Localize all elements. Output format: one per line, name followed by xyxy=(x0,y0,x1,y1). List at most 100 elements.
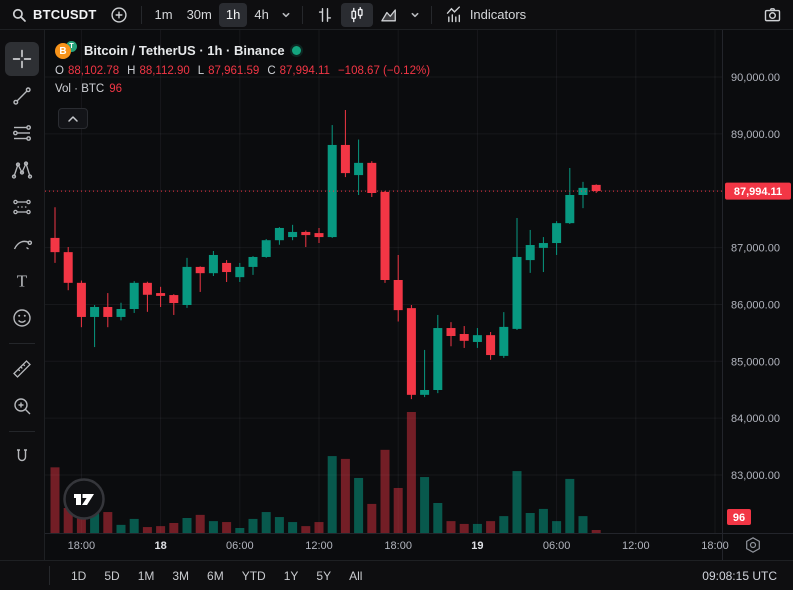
candle-body xyxy=(116,308,126,317)
snapshot-button[interactable] xyxy=(756,3,789,27)
interval-4h-button[interactable]: 4h xyxy=(247,3,275,27)
candle-body xyxy=(222,262,232,273)
interval-1m-button[interactable]: 1m xyxy=(148,3,180,27)
current-price-badge-label: 87,994.11 xyxy=(734,186,782,198)
interval-1h-button[interactable]: 1h xyxy=(218,2,248,27)
symbol-label: BTCUSDT xyxy=(33,7,97,22)
candle-body xyxy=(552,223,562,244)
chart-type-dropdown-button[interactable] xyxy=(405,3,425,27)
time-tick-label: 18 xyxy=(154,540,166,552)
chart-type-candles-button[interactable] xyxy=(340,2,373,27)
search-icon xyxy=(10,6,28,24)
volume-bar xyxy=(499,516,509,533)
tool-xabcd-pattern[interactable] xyxy=(5,153,39,187)
time-tick-label: 19 xyxy=(471,540,483,552)
candle-body xyxy=(195,266,205,274)
tool-projection[interactable] xyxy=(5,190,39,224)
volume-bar xyxy=(340,458,350,533)
tool-fib-retracement[interactable] xyxy=(5,116,39,150)
volume-bar xyxy=(222,522,232,533)
volume-bar xyxy=(565,478,575,533)
volume-badge-label: 96 xyxy=(733,512,745,524)
volume-bar xyxy=(459,523,469,533)
xabcd-pattern-icon xyxy=(11,161,33,179)
timezone-clock-button[interactable]: 09:08:15 UTC xyxy=(696,568,783,584)
range-all-button[interactable]: All xyxy=(340,565,371,587)
toolbar-divider xyxy=(9,431,35,432)
tool-emoji[interactable] xyxy=(5,301,39,335)
range-1m-button[interactable]: 1M xyxy=(129,565,164,587)
price-tick-label: 86,000.00 xyxy=(731,299,780,311)
candle-body xyxy=(261,240,271,257)
legend-symbol-title[interactable]: Bitcoin / TetherUS · 1h · Binance xyxy=(84,42,285,58)
range-1y-button[interactable]: 1Y xyxy=(275,565,308,587)
time-tick-label: 18:00 xyxy=(68,540,96,552)
axis-settings-button[interactable] xyxy=(744,536,764,556)
tool-crosshair[interactable] xyxy=(5,42,39,76)
candle-body xyxy=(512,256,522,329)
price-tick-label: 85,000.00 xyxy=(731,356,780,368)
candle-body xyxy=(459,334,469,341)
chart-type-bars-button[interactable] xyxy=(309,3,341,27)
chevron-up-icon xyxy=(68,115,78,122)
low-label: L xyxy=(197,65,205,77)
toolbar-divider xyxy=(9,343,35,344)
tool-brush[interactable] xyxy=(5,227,39,261)
market-status-icon xyxy=(291,45,301,55)
range-3m-button[interactable]: 3M xyxy=(163,565,198,587)
interval-30m-button[interactable]: 30m xyxy=(180,3,219,27)
candle-body xyxy=(248,256,258,267)
tool-measure[interactable] xyxy=(5,352,39,386)
chart-type-area-button[interactable] xyxy=(373,3,405,27)
chart-canvas[interactable]: 90,000.00 89,000.00 87,000.00 86,000.00 85,0… xyxy=(45,30,793,560)
candle-body xyxy=(63,252,73,283)
symbol-legend: T B Bitcoin / TetherUS · 1h · Binance O … xyxy=(55,40,430,95)
tradingview-logo[interactable] xyxy=(62,477,106,521)
time-tick-label: 12:00 xyxy=(622,540,650,552)
candle-body xyxy=(340,144,350,174)
volume-bar xyxy=(525,512,535,533)
indicators-icon xyxy=(444,4,465,25)
zoom-in-icon xyxy=(14,398,31,415)
text-tool-glyph: T xyxy=(17,272,28,291)
tool-magnet[interactable] xyxy=(5,440,39,474)
bitcoin-coin-icon: B xyxy=(55,43,71,59)
candle-body xyxy=(472,335,482,342)
bottom-toolbar: 1D 5D 1M 3M 6M YTD 1Y 5Y All 09:08:15 UT… xyxy=(0,560,793,590)
price-tick-label: 90,000.00 xyxy=(731,72,780,84)
legend-volume-row: Vol · BTC 96 xyxy=(55,83,430,95)
tool-text[interactable]: T xyxy=(5,264,39,298)
price-tick-label: 89,000.00 xyxy=(731,129,780,141)
candle-body xyxy=(288,231,298,238)
tool-trend-line[interactable] xyxy=(5,79,39,113)
indicators-button[interactable]: Indicators xyxy=(438,3,532,27)
open-value: 88,102.78 xyxy=(67,65,120,77)
time-tick-label: 06:00 xyxy=(226,540,254,552)
area-chart-icon xyxy=(379,5,399,25)
volume-bar xyxy=(393,487,403,533)
range-ytd-button[interactable]: YTD xyxy=(233,565,275,587)
smiley-icon xyxy=(13,309,31,327)
interval-dropdown-button[interactable] xyxy=(276,3,296,27)
candle-body xyxy=(367,162,377,194)
tool-zoom-in[interactable] xyxy=(5,389,39,423)
range-1d-button[interactable]: 1D xyxy=(62,565,95,587)
compare-add-button[interactable] xyxy=(103,3,135,27)
volume-bar xyxy=(406,412,416,533)
open-label: O xyxy=(55,65,64,77)
candle-body xyxy=(486,335,496,356)
candle-body xyxy=(314,233,324,238)
toolbar-separator xyxy=(140,5,142,24)
candle-body xyxy=(578,187,588,195)
pane-collapse-button[interactable] xyxy=(58,108,88,129)
trend-line-icon xyxy=(13,87,31,105)
range-5y-button[interactable]: 5Y xyxy=(307,565,340,587)
range-6m-button[interactable]: 6M xyxy=(198,565,233,587)
current-price-badge xyxy=(725,182,791,200)
candle-body xyxy=(50,237,60,253)
volume-label: Vol · BTC xyxy=(55,83,105,95)
symbol-search-button[interactable]: BTCUSDT xyxy=(4,3,103,27)
candle-body xyxy=(156,293,166,296)
range-5d-button[interactable]: 5D xyxy=(95,565,128,587)
